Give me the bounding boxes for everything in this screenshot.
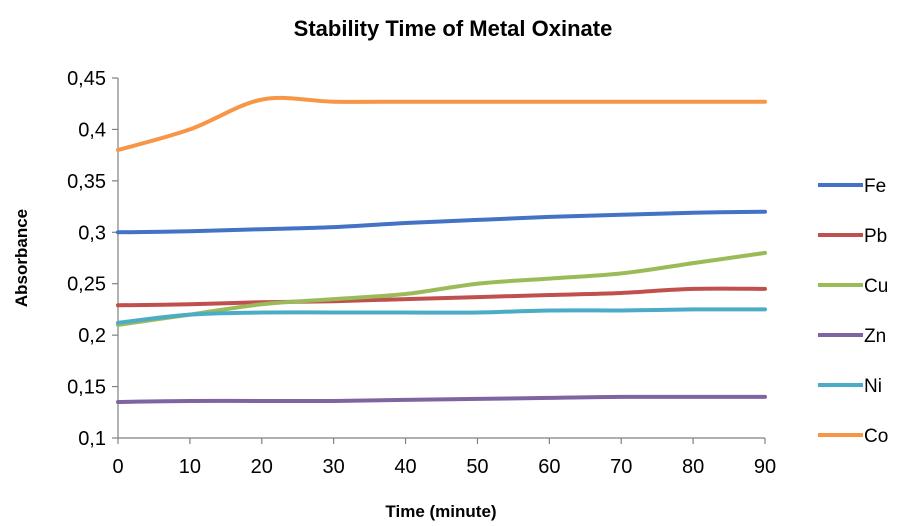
- x-tick-label: 10: [179, 456, 201, 478]
- y-tick-label: 0,45: [67, 68, 106, 90]
- series-line-cu: [116, 250, 767, 327]
- y-tick-label: 0,2: [78, 325, 106, 347]
- chart-title: Stability Time of Metal Oxinate: [293, 16, 613, 41]
- x-ticks: 0 10 20 30 40 50 60 70 80 90: [112, 438, 776, 478]
- x-tick-label: 30: [323, 456, 345, 478]
- y-tick-label: 0,4: [78, 119, 106, 141]
- axes: [117, 78, 765, 439]
- legend-label-pb: Pb: [864, 226, 887, 247]
- x-axis-label: Time (minute): [385, 502, 496, 521]
- y-tick-label: 0,3: [78, 222, 106, 244]
- x-tick-label: 90: [754, 456, 776, 478]
- legend-label-zn: Zn: [864, 326, 886, 347]
- legend-label-cu: Cu: [864, 276, 888, 297]
- x-tick-label: 50: [466, 456, 488, 478]
- series-line-ni: [116, 307, 767, 325]
- legend-label-co: Co: [864, 426, 888, 447]
- series-line-co: [116, 95, 767, 152]
- legend-label-ni: Ni: [864, 376, 882, 397]
- x-tick-label: 60: [538, 456, 560, 478]
- series-line-zn: [116, 394, 767, 404]
- series-lines: [116, 95, 767, 404]
- y-tick-label: 0,25: [67, 274, 106, 296]
- x-tick-label: 80: [682, 456, 704, 478]
- y-tick-label: 0,15: [67, 377, 106, 399]
- y-tick-label: 0,1: [78, 428, 106, 450]
- x-tick-label: 70: [610, 456, 632, 478]
- legend-label-fe: Fe: [864, 176, 886, 197]
- legend: Fe Pb Cu Zn Ni Co: [818, 176, 888, 447]
- x-tick-label: 40: [394, 456, 416, 478]
- y-axis-label: Absorbance: [12, 209, 31, 307]
- y-tick-label: 0,35: [67, 171, 106, 193]
- y-ticks: 0,1 0,15 0,2 0,25 0,3 0,35 0,4 0,45: [67, 68, 118, 450]
- series-line-fe: [116, 209, 767, 235]
- series-line-pb: [116, 286, 767, 308]
- x-tick-label: 20: [251, 456, 273, 478]
- x-tick-label: 0: [112, 456, 123, 478]
